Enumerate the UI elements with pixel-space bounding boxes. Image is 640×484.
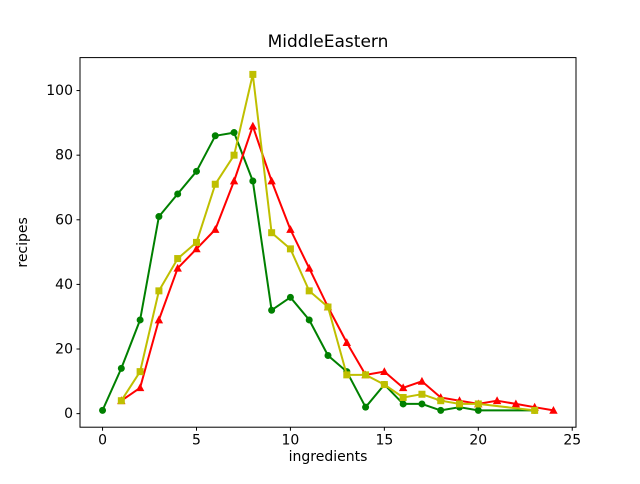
y-tick-label: 40 [55, 277, 73, 293]
data-point [135, 383, 145, 392]
x-tick-label: 15 [375, 433, 393, 449]
data-point [268, 229, 276, 237]
data-point [192, 238, 200, 246]
data-point [155, 287, 163, 295]
data-point [437, 397, 445, 405]
chart-title: MiddleEastern [268, 32, 389, 52]
data-point [229, 176, 239, 185]
data-point [211, 132, 219, 140]
data-point [155, 213, 163, 221]
data-point [324, 351, 332, 359]
data-point [174, 255, 182, 263]
data-series [99, 70, 558, 414]
data-point [286, 225, 295, 233]
data-point [99, 406, 107, 414]
data-point [380, 367, 389, 376]
data-point [117, 397, 125, 405]
data-point [362, 371, 370, 379]
x-tick-label: 0 [98, 433, 107, 449]
data-point [362, 403, 370, 411]
data-point [249, 70, 257, 78]
data-point [286, 293, 294, 301]
data-point [398, 383, 408, 392]
data-point [249, 177, 257, 185]
green-series [99, 129, 539, 414]
data-point [549, 406, 558, 414]
data-point [492, 396, 502, 405]
data-point [417, 376, 427, 385]
yellow-series [117, 70, 539, 414]
axis-ticks: 0 5 10 15 20 25 0 20 40 60 80 100 [46, 83, 581, 449]
data-point [511, 399, 521, 408]
data-point [531, 406, 539, 414]
data-point [230, 129, 238, 137]
data-point [343, 371, 351, 379]
x-tick-label: 25 [563, 433, 581, 449]
data-point [418, 390, 426, 398]
y-axis-label: recipes [15, 217, 31, 267]
data-point [399, 400, 407, 408]
y-tick-label: 60 [55, 212, 73, 228]
plot-area [80, 57, 576, 428]
data-point [268, 306, 276, 314]
data-point [211, 180, 219, 188]
data-point [136, 368, 144, 376]
data-point [192, 244, 201, 253]
data-point [173, 263, 182, 272]
y-tick-label: 100 [46, 83, 73, 99]
x-tick-label: 10 [282, 433, 300, 449]
data-point [117, 364, 125, 372]
x-tick-label: 20 [469, 433, 487, 449]
data-point [305, 287, 313, 295]
data-point [474, 406, 482, 414]
data-point [267, 176, 276, 185]
data-point [192, 167, 200, 175]
data-point [437, 406, 445, 414]
data-point [456, 400, 464, 408]
data-point [174, 190, 182, 198]
data-point [399, 393, 407, 401]
data-point [211, 225, 220, 233]
data-point [305, 263, 314, 272]
data-point [248, 121, 258, 130]
data-point [136, 316, 144, 324]
y-tick-label: 20 [55, 342, 73, 358]
data-point [286, 245, 294, 253]
data-point [474, 400, 482, 408]
data-point [342, 338, 351, 346]
y-tick-label: 80 [55, 148, 73, 164]
data-point [305, 316, 313, 324]
y-tick-label: 0 [64, 406, 73, 422]
green-series-line [101, 131, 536, 412]
x-axis-label: ingredients [289, 449, 368, 465]
axes-spines [79, 57, 577, 428]
data-point [154, 315, 164, 324]
data-point [324, 303, 332, 311]
data-point [418, 400, 426, 408]
data-point [230, 151, 238, 159]
x-tick-label: 5 [192, 433, 201, 449]
data-point [380, 381, 388, 389]
